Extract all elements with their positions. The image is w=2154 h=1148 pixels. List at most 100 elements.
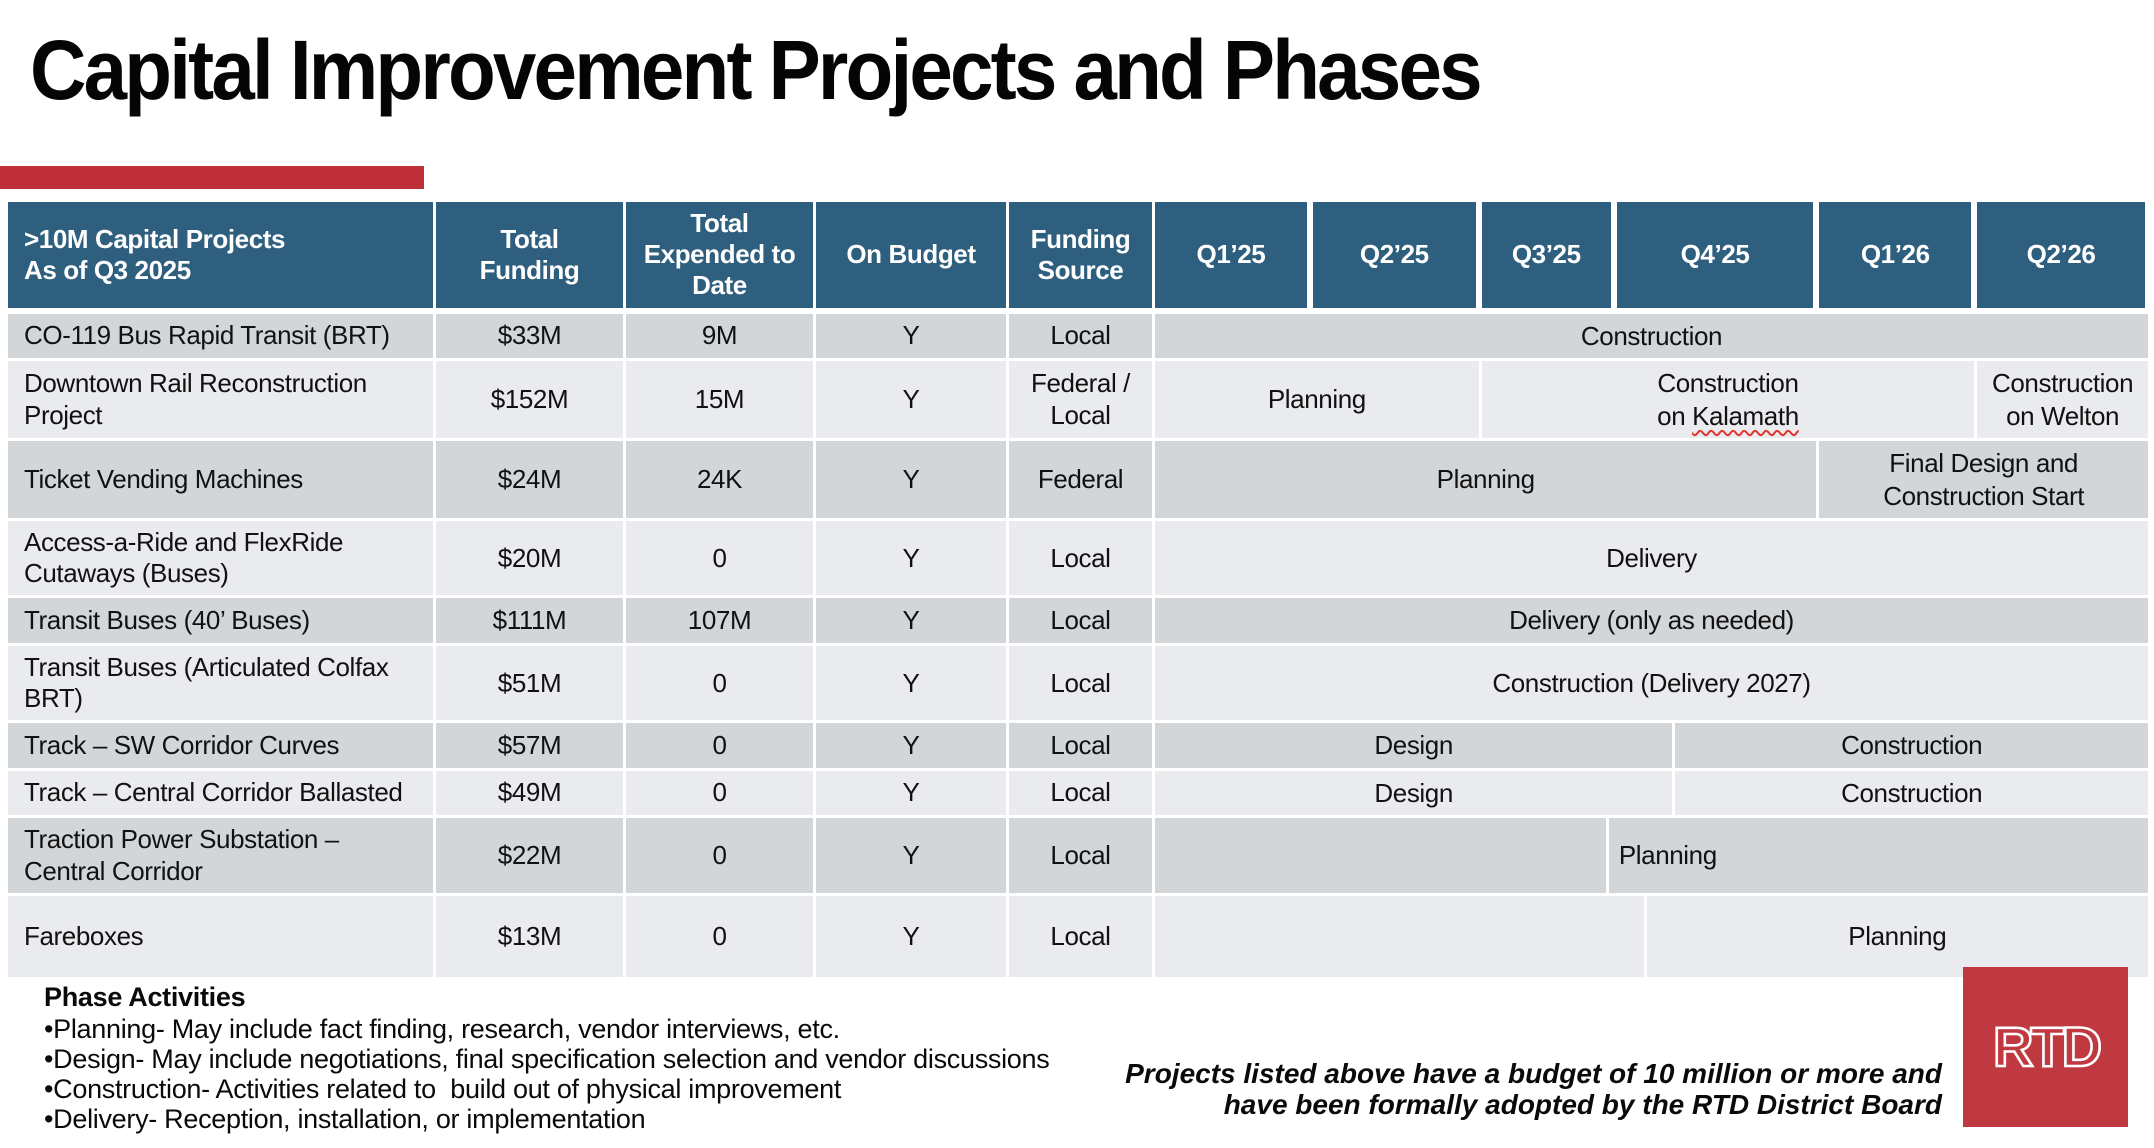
total-funding-cell: $24M (436, 441, 626, 519)
project-cell: Access-a-Ride and FlexRide Cutaways (Bus… (8, 521, 436, 596)
on-budget-cell: Y (816, 361, 1009, 439)
gantt-area: Planning Construction on Kalamath Construc… (1155, 361, 2148, 439)
expended-cell: 9M (626, 313, 816, 359)
gantt-area: Delivery (only as needed) (1155, 598, 2148, 643)
total-funding-cell: $57M (436, 723, 626, 768)
gantt-segment: Planning (1436, 464, 1535, 495)
svg-text:RTD: RTD (1992, 1015, 2100, 1078)
gantt-segment: Delivery (only as needed) (1509, 605, 1794, 636)
on-budget-cell: Y (816, 723, 1009, 768)
header-quarter: Q2’25 (1309, 202, 1479, 308)
table-row: Track – Central Corridor Ballasted $49M 0 Y… (8, 767, 2148, 816)
table-row: Track – SW Corridor Curves $57M 0 Y Local Des… (8, 720, 2148, 768)
total-funding-cell: $51M (436, 645, 626, 721)
total-funding-cell: $22M (436, 818, 626, 893)
phase-activities-list: •Planning- May include fact finding, res… (44, 1014, 1050, 1134)
gantt-segment: Construction (1672, 723, 2148, 768)
project-cell: Transit Buses (40’ Buses) (8, 598, 436, 643)
phase-activity-item: •Delivery- Reception, installation, or i… (44, 1104, 646, 1134)
project-cell: Fareboxes (8, 895, 436, 977)
project-cell: Traction Power Substation – Central Corr… (8, 818, 436, 893)
gantt-segment: Planning (1643, 895, 2148, 977)
funding-source-cell: Local (1009, 895, 1155, 977)
project-cell: Track – SW Corridor Curves (8, 723, 436, 768)
header-quarter: Q1’26 (1816, 202, 1975, 308)
funding-source-cell: Local (1009, 770, 1155, 816)
expended-cell: 0 (626, 723, 816, 768)
funding-source-cell: Federal / Local (1009, 361, 1155, 439)
header-quarter: Q2’26 (1974, 202, 2148, 308)
phase-activities-heading: Phase Activities (44, 982, 246, 1012)
table-row: Downtown Rail Reconstruction Project $152… (8, 358, 2148, 439)
table-row: Transit Buses (40’ Buses) $111M 107M Y Local… (8, 595, 2148, 643)
header-quarters: Q1’25 Q2’25 Q3’25 Q4’25 Q1’26 Q2’26 (1155, 202, 2148, 308)
header-quarter: Q3’25 (1478, 202, 1614, 308)
funding-source-cell: Local (1009, 521, 1155, 596)
gantt-segment: Delivery (1606, 543, 1697, 573)
gantt-area: Design Construction (1155, 770, 2148, 816)
gantt-area: Construction (Delivery 2027) (1155, 646, 2148, 720)
rtd-logo: RTD (1963, 967, 2128, 1127)
header-quarter: Q4’25 (1613, 202, 1817, 308)
on-budget-cell: Y (816, 313, 1009, 359)
total-funding-cell: $49M (436, 770, 626, 816)
phase-activity-item: •Construction- Activities related to bui… (44, 1074, 842, 1104)
expended-cell: 24K (626, 441, 816, 519)
header-quarter: Q1’25 (1155, 202, 1310, 308)
spellcheck-squiggle: Kalamath (1692, 400, 1799, 431)
total-funding-cell: $20M (436, 521, 626, 596)
gantt-segment: Construction (1580, 320, 1723, 351)
table-row: Fareboxes $13M 0 Y Local Planning (8, 892, 2148, 977)
gantt-area: Planning Final Design and Construction St… (1155, 441, 2148, 519)
header-total-funding: Total Funding (436, 202, 626, 308)
table-row: Traction Power Substation – Central Corr… (8, 815, 2148, 893)
expended-cell: 0 (626, 645, 816, 721)
project-cell: CO-119 Bus Rapid Transit (BRT) (8, 313, 436, 359)
header-funding-source: Funding Source (1009, 202, 1155, 308)
funding-source-cell: Local (1009, 313, 1155, 359)
table-row: Access-a-Ride and FlexRide Cutaways (Bus… (8, 518, 2148, 596)
header-projects-col: >10M Capital Projects As of Q3 2025 (8, 202, 436, 308)
table-row: CO-119 Bus Rapid Transit (BRT) $33M 9M Y Loc… (8, 310, 2148, 359)
gantt-area: Design Construction (1155, 723, 2148, 768)
gantt-area: Construction (1155, 314, 2148, 359)
header-on-budget: On Budget (816, 202, 1009, 308)
on-budget-cell: Y (816, 770, 1009, 816)
table-body: CO-119 Bus Rapid Transit (BRT) $33M 9M Y Loc… (8, 310, 2148, 977)
on-budget-cell: Y (816, 521, 1009, 596)
table-row: Transit Buses (Articulated Colfax BRT) $5… (8, 642, 2148, 721)
gantt-segment: Design (1374, 730, 1453, 761)
accent-bar (0, 166, 424, 189)
total-funding-cell: $33M (436, 313, 626, 359)
expended-cell: 107M (626, 598, 816, 643)
project-cell: Downtown Rail Reconstruction Project (8, 361, 436, 439)
table-row: Ticket Vending Machines $24M 24K Y Federal Pl… (8, 438, 2148, 519)
project-cell: Ticket Vending Machines (8, 441, 436, 519)
expended-cell: 0 (626, 770, 816, 816)
phase-activity-item: •Design- May include negotiations, final… (44, 1044, 1050, 1074)
gantt-segment: Construction (Delivery 2027) (1492, 667, 1811, 698)
gantt-segment (1155, 896, 1644, 977)
header-total-expended: Total Expended to Date (626, 202, 816, 308)
page-title: Capital Improvement Projects and Phases (30, 23, 1483, 117)
gantt-segment: Construction on Welton (1974, 361, 2148, 439)
funding-source-cell: Local (1009, 818, 1155, 893)
gantt-area: Delivery (1155, 521, 2148, 595)
projects-table: >10M Capital Projects As of Q3 2025 Tota… (8, 202, 2148, 977)
rtd-logo-letters: RTD (1991, 1014, 2104, 1080)
table-header-row: >10M Capital Projects As of Q3 2025 Tota… (8, 202, 2148, 311)
gantt-segment: Design (1374, 777, 1453, 808)
on-budget-cell: Y (816, 895, 1009, 977)
phase-activity-item: •Planning- May include fact finding, res… (44, 1014, 840, 1044)
expended-cell: 0 (626, 818, 816, 893)
expended-cell: 0 (626, 521, 816, 596)
gantt-segment: Planning (1605, 818, 2148, 893)
on-budget-cell: Y (816, 441, 1009, 519)
gantt-segment (1155, 818, 1606, 892)
expended-cell: 15M (626, 361, 816, 439)
on-budget-cell: Y (816, 818, 1009, 893)
funding-source-cell: Federal (1009, 441, 1155, 519)
gantt-segment: Construction (1672, 770, 2148, 816)
budget-note: Projects listed above have a budget of 1… (1125, 1058, 1942, 1120)
